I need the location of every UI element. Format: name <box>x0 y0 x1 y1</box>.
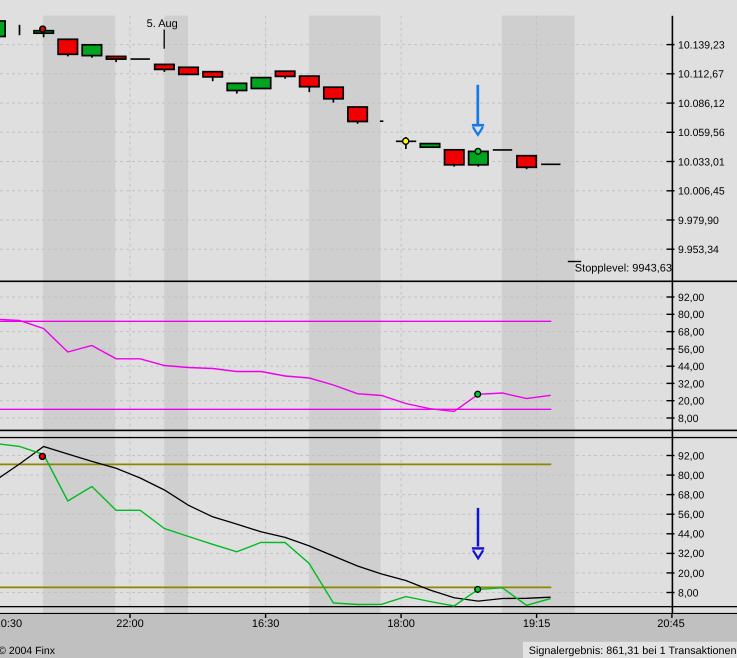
svg-text:9.953,34: 9.953,34 <box>678 244 719 256</box>
svg-text:68,00: 68,00 <box>678 327 704 339</box>
svg-text:92,00: 92,00 <box>678 292 704 304</box>
svg-text:20:45: 20:45 <box>657 618 685 630</box>
svg-text:10.112,67: 10.112,67 <box>678 69 724 81</box>
svg-text:20:30: 20:30 <box>0 618 22 630</box>
svg-text:20,00: 20,00 <box>678 396 704 408</box>
svg-text:56,00: 56,00 <box>678 509 704 521</box>
svg-text:Signalergebnis: 861,31 bei 1 T: Signalergebnis: 861,31 bei 1 Transaktion… <box>529 645 737 657</box>
svg-text:22:00: 22:00 <box>116 618 144 630</box>
svg-text:10.006,45: 10.006,45 <box>678 186 725 198</box>
svg-text:16:30: 16:30 <box>252 618 280 630</box>
svg-text:5. Aug: 5. Aug <box>147 18 178 30</box>
svg-text:44,00: 44,00 <box>678 529 704 541</box>
svg-text:80,00: 80,00 <box>678 309 704 321</box>
svg-text:32,00: 32,00 <box>678 548 704 560</box>
svg-text:10.086,12: 10.086,12 <box>678 98 725 110</box>
svg-text:Stopplevel: 9943,63: Stopplevel: 9943,63 <box>575 262 672 274</box>
svg-text:44,00: 44,00 <box>678 361 704 373</box>
svg-text:68,00: 68,00 <box>678 490 704 502</box>
svg-text:80,00: 80,00 <box>678 470 704 482</box>
svg-text:9.979,90: 9.979,90 <box>678 215 719 227</box>
svg-text:© 2004 Finx: © 2004 Finx <box>0 645 56 657</box>
svg-text:32,00: 32,00 <box>678 378 704 390</box>
svg-text:92,00: 92,00 <box>678 450 704 462</box>
svg-text:8,00: 8,00 <box>678 413 699 425</box>
svg-text:19:15: 19:15 <box>523 618 551 630</box>
svg-text:18:00: 18:00 <box>387 618 415 630</box>
svg-text:10.033,01: 10.033,01 <box>678 156 725 168</box>
svg-text:10.059,56: 10.059,56 <box>678 127 725 139</box>
svg-text:56,00: 56,00 <box>678 344 704 356</box>
svg-text:8,00: 8,00 <box>678 587 699 599</box>
svg-text:10.139,23: 10.139,23 <box>678 40 725 52</box>
svg-text:20,00: 20,00 <box>678 568 704 580</box>
